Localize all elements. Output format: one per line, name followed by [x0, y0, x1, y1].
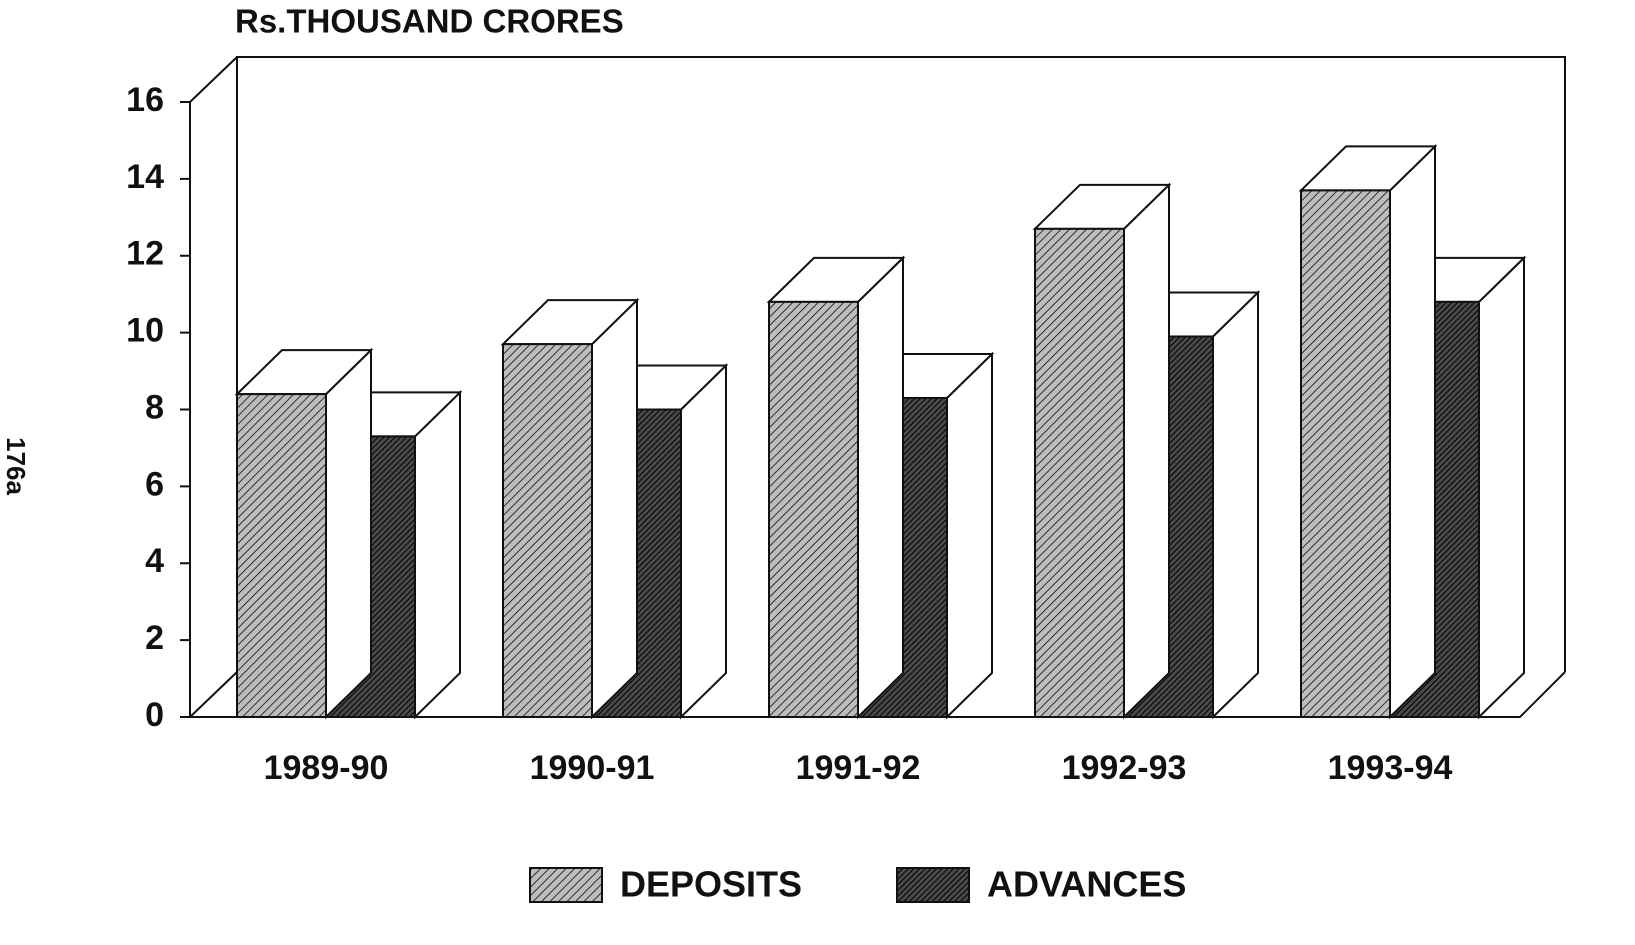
y-tick-label: 0	[145, 696, 164, 734]
legend-label: DEPOSITS	[620, 864, 802, 905]
wall-edge	[189, 56, 238, 103]
legend-label: ADVANCES	[987, 864, 1186, 905]
bar-side	[1212, 290, 1259, 720]
legend-swatch	[896, 867, 970, 903]
bar-side	[680, 363, 727, 720]
bar-side	[325, 347, 372, 720]
page-number: 176a	[1, 437, 31, 495]
x-tick-label: 1992-93	[1062, 749, 1187, 787]
y-tick-label: 12	[126, 235, 164, 273]
bar	[236, 393, 327, 718]
x-tick-label: 1991-92	[796, 749, 921, 787]
y-tick-label: 16	[126, 81, 164, 119]
bar-side	[1389, 144, 1436, 720]
y-tick-label: 6	[145, 465, 164, 503]
x-tick-label: 1993-94	[1328, 749, 1453, 787]
bar-side	[1123, 182, 1170, 720]
chart-title: Rs.THOUSAND CRORES	[235, 3, 624, 40]
y-tick-label: 10	[126, 312, 164, 350]
bar	[1300, 189, 1391, 718]
bar-side	[414, 390, 461, 720]
y-tick-label: 14	[126, 158, 164, 196]
bar-side	[591, 297, 638, 720]
bar-side	[946, 351, 993, 720]
x-tick-label: 1990-91	[530, 749, 655, 787]
bar-side	[1478, 255, 1525, 720]
bar	[768, 300, 859, 718]
y-tick-label: 8	[145, 388, 164, 426]
back-wall	[236, 56, 1566, 672]
legend-swatch	[529, 867, 603, 903]
y-tick-label: 4	[145, 542, 164, 580]
y-tick-label: 2	[145, 619, 164, 657]
x-tick-label: 1989-90	[264, 749, 389, 787]
bar	[502, 343, 593, 718]
bar-side	[857, 255, 904, 720]
bar	[1034, 227, 1125, 718]
